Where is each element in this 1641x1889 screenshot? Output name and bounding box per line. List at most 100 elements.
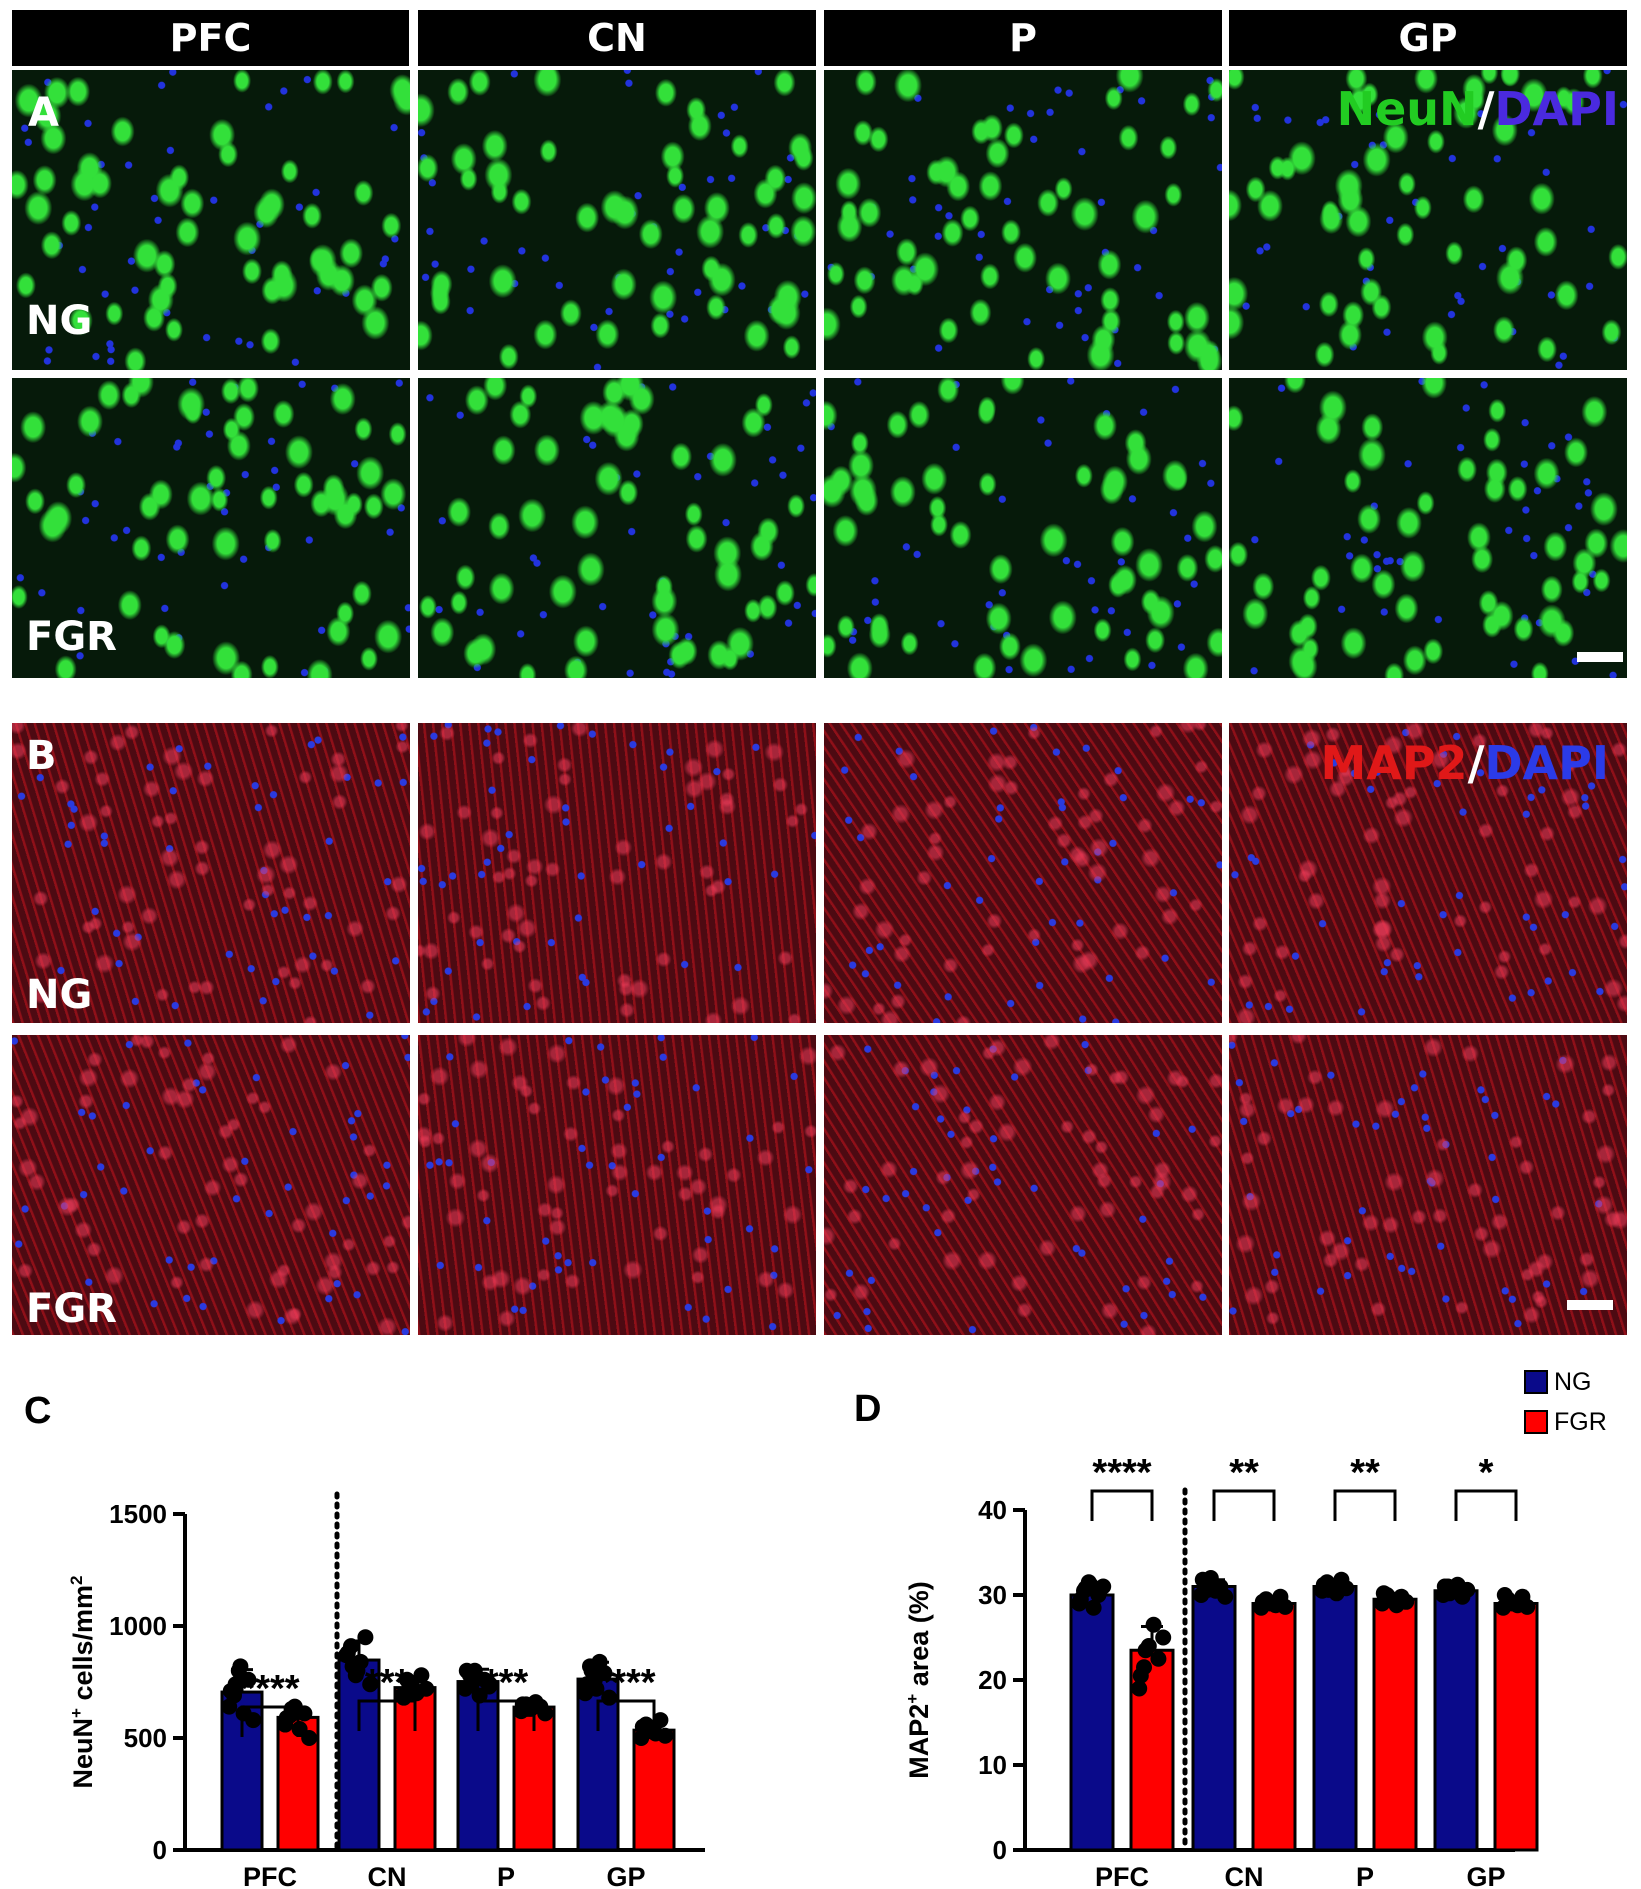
significance-bracket	[476, 1699, 536, 1731]
data-point	[227, 1676, 244, 1693]
significance-stars: ****	[1092, 1452, 1151, 1494]
data-point	[1459, 1581, 1476, 1598]
data-point	[1338, 1580, 1355, 1597]
y-tick-label: 1000	[109, 1611, 167, 1641]
data-point	[1441, 1585, 1458, 1602]
data-point	[283, 1700, 300, 1717]
data-point	[1137, 1642, 1154, 1659]
neun-micrograph-ng-p	[824, 70, 1222, 370]
panel-a-label: A	[28, 90, 59, 136]
bar-ng-p	[1312, 1585, 1358, 1852]
legend-item-fgr: FGR	[1524, 1402, 1607, 1442]
dapi-stain-label: DAPI	[1494, 82, 1619, 136]
data-point	[1095, 1578, 1112, 1595]
legend: NG FGR	[1524, 1362, 1607, 1442]
data-point	[1082, 1576, 1099, 1593]
y-label-sup: +	[903, 1694, 922, 1704]
data-point	[339, 1644, 356, 1661]
significance-bracket	[596, 1699, 656, 1731]
header-p: P	[824, 10, 1222, 66]
significance-bracket	[1212, 1489, 1276, 1521]
y-label-rest: area (%)	[904, 1581, 934, 1694]
panel-c-label: C	[24, 1390, 52, 1432]
dapi-stain-label: DAPI	[1484, 736, 1609, 790]
significance-stars: ***	[365, 1662, 410, 1704]
map2-micrograph-ng-cn	[418, 723, 816, 1023]
data-point	[468, 1669, 485, 1686]
data-point	[1398, 1593, 1415, 1610]
map2-stain-label: MAP2	[1320, 736, 1468, 790]
data-point	[232, 1658, 249, 1675]
scale-bar-a	[1577, 652, 1623, 662]
data-point	[357, 1629, 374, 1646]
data-point	[537, 1705, 554, 1722]
stain-separator: /	[1477, 82, 1495, 136]
significance-stars: **	[1229, 1452, 1259, 1494]
data-point	[296, 1705, 313, 1722]
y-label-rest: cells/mm	[68, 1585, 98, 1708]
x-tick-label: P	[1356, 1862, 1374, 1889]
x-tick-label: CN	[368, 1862, 407, 1889]
data-point	[240, 1671, 257, 1688]
panel-b-stain-legend: MAP2/DAPI	[1320, 736, 1609, 790]
data-point	[1155, 1629, 1172, 1646]
y-axis-label: NeuN+ cells/mm2	[67, 1576, 98, 1789]
y-tick-label: 1500	[109, 1499, 167, 1529]
map2-micrograph-fgr-p	[824, 1035, 1222, 1335]
scale-bar-b	[1567, 1300, 1613, 1310]
bar-fgr-gp	[1493, 1602, 1539, 1852]
data-point	[418, 1680, 435, 1697]
significance-stars: **	[1350, 1452, 1380, 1494]
data-point	[519, 1700, 536, 1717]
data-point	[245, 1712, 262, 1729]
y-label-main: MAP2	[904, 1704, 934, 1779]
chart-c-neun: 0 500 1000 1500 NeuN+ cells/mm2 PFC **** CN *** P…	[67, 1491, 705, 1889]
y-label-sup: +	[67, 1708, 86, 1718]
map2-micrograph-ng-gp	[1229, 723, 1627, 1023]
map2-micrograph-fgr-cn	[418, 1035, 816, 1335]
panel-b-row-fgr: FGR	[26, 1286, 117, 1332]
neun-micrograph-ng-pfc	[12, 70, 410, 370]
chart-d-map2: 0 10 20 30 40 MAP2+ area (%) PFC **** CN ** P ** GP *	[903, 1452, 1539, 1889]
data-point	[1320, 1581, 1337, 1598]
panel-d-label: D	[854, 1388, 882, 1430]
data-point	[1204, 1576, 1221, 1593]
significance-stars: *	[1479, 1452, 1494, 1494]
bar-ng-gp	[1433, 1589, 1479, 1852]
map2-micrograph-fgr-gp	[1229, 1035, 1627, 1335]
panel-a-row-fgr: FGR	[26, 614, 117, 660]
neun-stain-label: NeuN	[1336, 82, 1478, 136]
y-tick-label: 40	[978, 1495, 1007, 1525]
x-tick-label: P	[497, 1862, 515, 1889]
panel-a-stain-legend: NeuN/DAPI	[1337, 82, 1619, 136]
y-tick-label: 30	[978, 1580, 1007, 1610]
x-tick-label: GP	[1466, 1862, 1505, 1889]
data-point	[1131, 1680, 1148, 1697]
significance-bracket	[240, 1705, 300, 1737]
data-point	[1277, 1598, 1294, 1615]
neun-micrograph-fgr-cn	[418, 378, 816, 678]
legend-label-ng: NG	[1554, 1367, 1592, 1396]
bar-ng-pfc	[1069, 1593, 1115, 1852]
x-tick-label: CN	[1225, 1862, 1264, 1889]
legend-swatch-fgr	[1524, 1410, 1548, 1434]
x-tick-label: GP	[606, 1862, 645, 1889]
data-point	[1496, 1587, 1513, 1603]
y-label-main: NeuN	[68, 1718, 98, 1789]
stain-separator: /	[1467, 736, 1485, 790]
header-cn: CN	[418, 10, 816, 66]
significance-bracket	[1333, 1489, 1397, 1521]
map2-micrograph-ng-pfc	[12, 723, 410, 1023]
significance-stars: ****	[240, 1668, 299, 1710]
significance-bracket	[357, 1699, 417, 1731]
bar-fgr-cn	[1251, 1602, 1297, 1852]
data-point	[588, 1680, 605, 1697]
data-point	[1375, 1585, 1392, 1602]
legend-swatch-ng	[1524, 1370, 1548, 1394]
panel-b-label: B	[26, 733, 57, 779]
significance-bracket	[1090, 1489, 1154, 1521]
data-point	[413, 1667, 430, 1684]
data-point	[1085, 1599, 1102, 1616]
significance-stars: ***	[484, 1662, 529, 1704]
data-point	[362, 1676, 379, 1693]
